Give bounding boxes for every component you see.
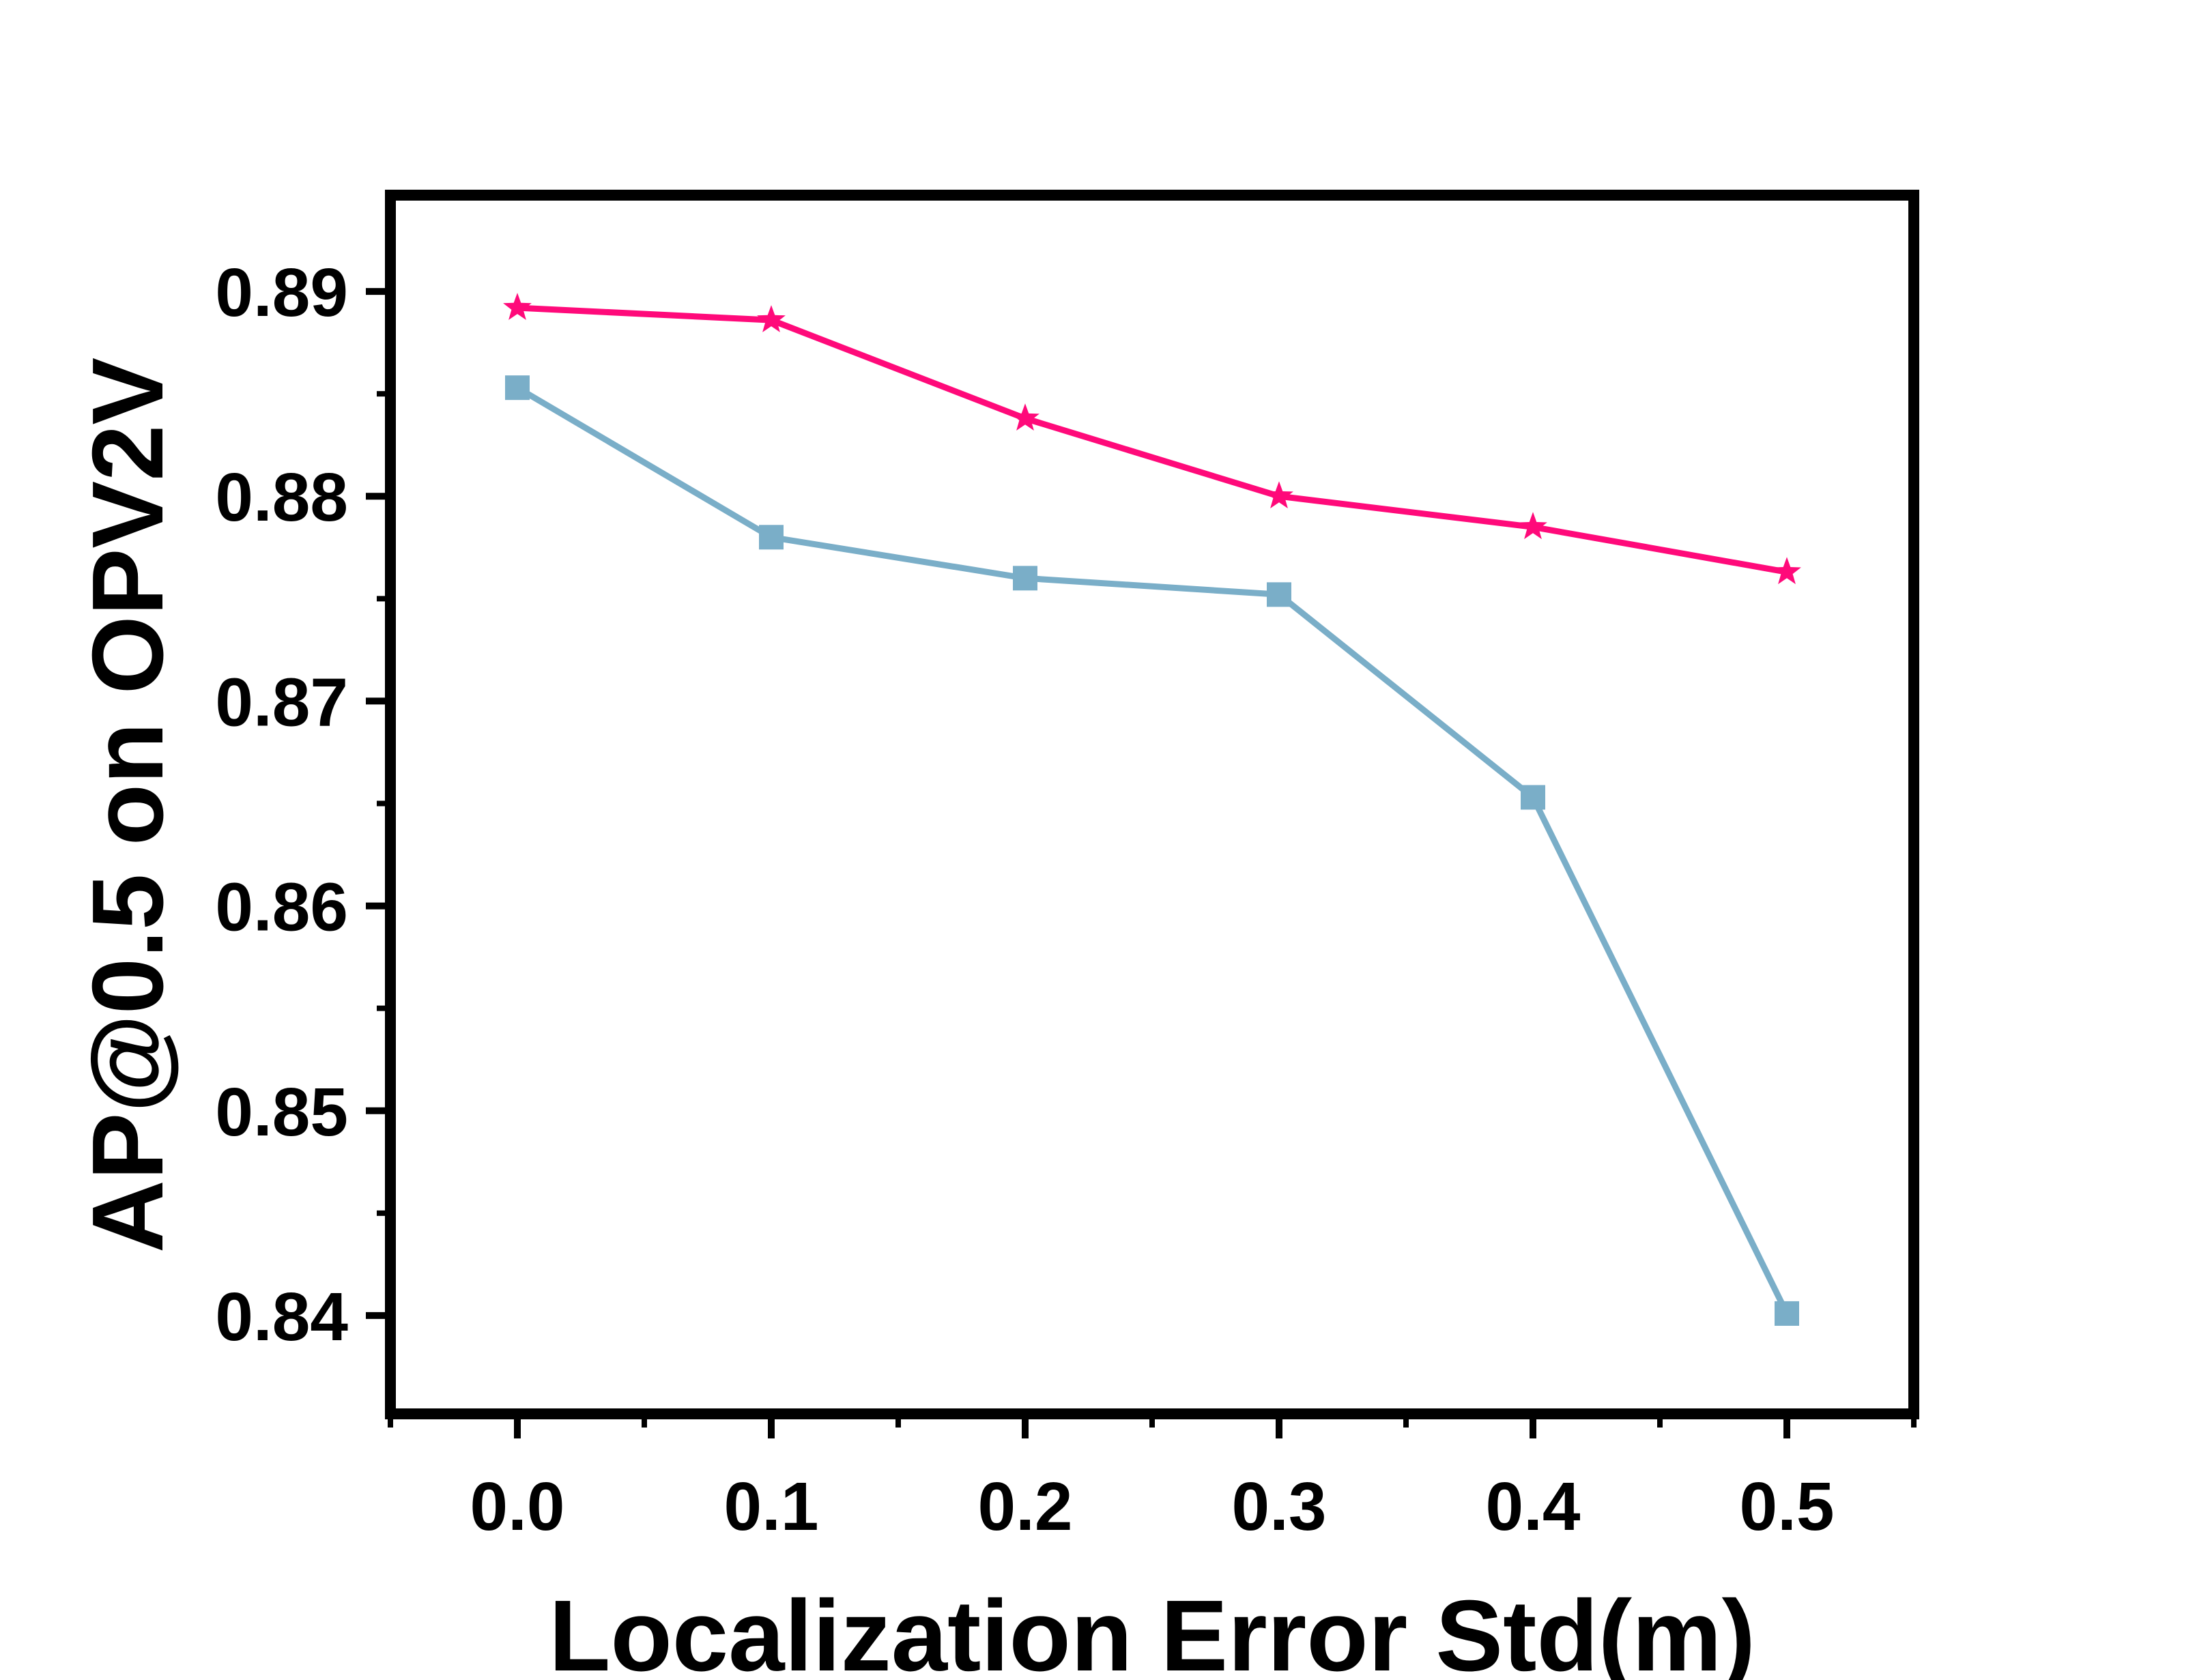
y-axis-title: AP@0.5 on OPV2V [72, 358, 184, 1253]
y-tick-label: 0.84 [215, 1279, 348, 1355]
series-group [503, 293, 1801, 1326]
series-1-point [1519, 512, 1547, 540]
y-tick-label: 0.86 [215, 869, 348, 946]
x-tick-labels: 0.0 0.1 0.2 0.3 0.4 0.5 [470, 1468, 1834, 1545]
x-tick-label: 0.4 [1485, 1468, 1580, 1545]
series-2-point [1013, 566, 1037, 591]
series-2-point [1267, 582, 1291, 607]
series-1-point [1011, 403, 1039, 431]
y-tick-label: 0.87 [215, 664, 348, 740]
x-tick-label: 0.3 [1231, 1468, 1326, 1545]
x-tick-label: 0.2 [977, 1468, 1072, 1545]
series-1-point [1773, 557, 1801, 585]
axis-ticks [366, 288, 1917, 1438]
series-1-line [517, 304, 1788, 575]
series-1-point [757, 305, 786, 332]
series-2-point [1775, 1301, 1799, 1326]
x-tick-label: 0.0 [470, 1468, 564, 1545]
series-2 [505, 375, 1799, 1326]
series-1 [503, 293, 1801, 585]
y-tick-label: 0.85 [215, 1074, 348, 1150]
plot-area-frame [385, 190, 1919, 1419]
series-2-line [515, 385, 1790, 1315]
series-2-point [759, 525, 784, 550]
y-tick-label: 0.88 [215, 459, 348, 536]
series-1-point [503, 293, 532, 320]
series-1-point [1265, 481, 1293, 508]
x-tick-label: 0.1 [723, 1468, 818, 1545]
x-tick-label: 0.5 [1739, 1468, 1834, 1545]
y-tick-labels: 0.84 0.85 0.86 0.87 0.88 0.89 [215, 255, 348, 1355]
series-2-point [505, 375, 530, 401]
y-tick-label: 0.89 [215, 255, 348, 331]
x-axis-title: Localization Error Std(m) [549, 1580, 1755, 1680]
series-2-point [1521, 785, 1545, 810]
